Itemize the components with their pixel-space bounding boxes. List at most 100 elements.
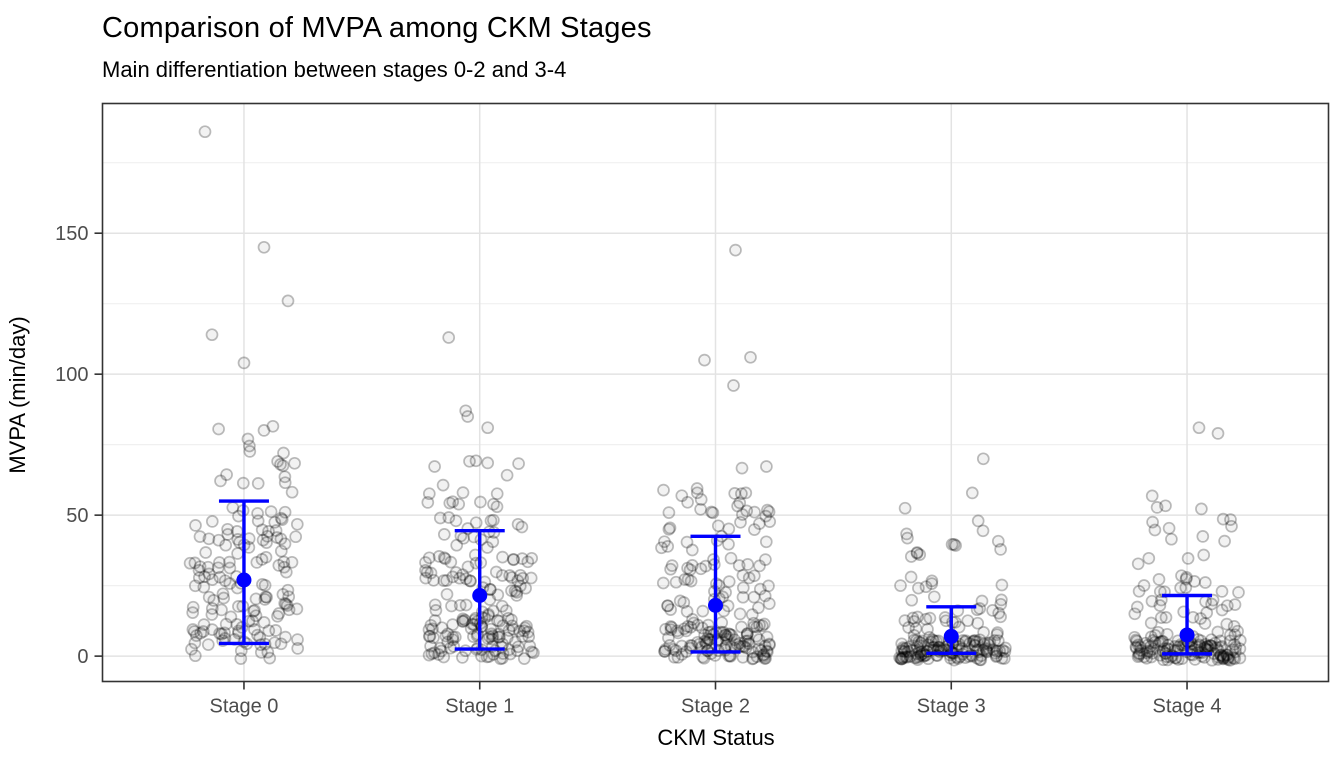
jitter-point [492,627,506,641]
jitter-point [224,610,238,624]
jitter-point [1220,599,1234,613]
jitter-point [999,641,1012,655]
jitter-point [758,652,772,665]
jitter-point [464,622,478,635]
jitter-point [196,625,210,638]
jitter-point [249,609,263,623]
jitter-point [483,583,497,596]
jitter-point [485,627,499,641]
jitter-point [441,635,455,649]
jitter-point [664,623,678,637]
jitter-point [492,630,505,644]
jitter-point [733,636,747,650]
jitter-point [420,565,434,579]
jitter-point [1134,644,1148,657]
jitter-point [754,644,768,658]
jitter-point [910,640,924,654]
jitter-point [762,579,775,593]
jitter-point [1145,594,1159,608]
jitter-point [269,624,283,637]
jitter-point [982,638,996,652]
jitter-point [505,571,519,584]
jitter-point [482,650,496,663]
jitter-point [453,598,467,612]
jitter-point [262,624,276,638]
jitter-point [701,618,715,632]
jitter-point [1225,519,1238,533]
jitter-point [912,650,925,663]
jitter-point [461,560,475,574]
jitter-point [973,602,987,615]
jitter-point [1141,638,1155,652]
jitter-point [419,571,433,585]
y-tick-label: 150 [55,223,88,245]
jitter-point [513,624,526,638]
jitter-point [910,546,924,560]
jitter-point [977,626,990,639]
jitter-point [1198,576,1212,589]
jitter-point [185,642,198,656]
jitter-point [453,571,467,585]
jitter-point [291,642,305,655]
jitter-point [519,581,532,595]
jitter-point [274,458,287,471]
jitter-point [261,645,275,659]
jitter-point [965,486,979,500]
jitter-point [912,635,926,649]
jitter-point [699,637,713,651]
jitter-point [205,608,219,621]
jitter-point [456,612,470,626]
jitter-point [291,633,304,646]
jitter-point [274,511,288,525]
jitter-point [662,506,676,519]
jitter-point [993,644,1006,658]
jitter-point [433,511,447,525]
jitter-point [1205,597,1218,611]
jitter-point [661,599,675,613]
jitter-point [1146,642,1160,656]
jitter-point [974,649,988,663]
jitter-point [1228,652,1242,666]
jitter-point [511,517,525,531]
jitter-point [429,604,443,617]
jitter-point [986,604,999,617]
jitter-point [1161,638,1175,652]
jitter-point [515,520,529,534]
jitter-point [425,647,439,661]
jitter-point [669,644,683,657]
jitter-point [490,487,504,501]
jitter-point [763,637,776,651]
jitter-point [433,641,447,655]
jitter-point [997,652,1011,665]
jitter-point [278,505,292,519]
jitter-point [971,616,985,630]
jitter-point [428,598,442,612]
jitter-point [507,553,520,567]
jitter-point [901,645,915,658]
jitter-point [1129,633,1143,647]
jitter-point [271,455,284,468]
jitter-point [1144,616,1158,630]
jitter-point [910,651,924,665]
jitter-point [728,633,741,647]
jitter-point [486,629,500,643]
jitter-point [1139,636,1152,650]
outlier-point [481,421,495,435]
jitter-point [1144,639,1158,653]
jitter-point [900,650,914,664]
jitter-point [440,587,454,601]
jitter-point [698,628,712,642]
jitter-point [687,616,701,630]
outlier-point [976,452,990,466]
outlier-point [237,356,251,370]
jitter-point [724,551,738,565]
jitter-point [742,637,756,650]
jitter-point [456,486,470,499]
jitter-point [760,460,773,473]
jitter-point [895,644,909,658]
jitter-point [469,454,483,468]
jitter-point [998,645,1012,658]
jitter-point [931,634,945,648]
jitter-point [486,535,500,549]
jitter-point [959,634,973,648]
